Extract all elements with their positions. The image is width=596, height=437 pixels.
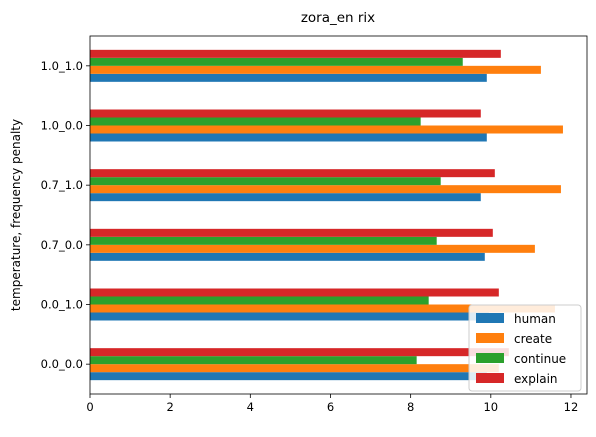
legend-swatch-create (476, 333, 504, 343)
bar-human-0.7_1.0 (90, 193, 481, 202)
y-tick-label: 1.0_1.0 (41, 59, 83, 73)
y-axis-label: temperature, frequency penalty (9, 119, 23, 311)
legend-label-continue: continue (514, 352, 566, 366)
bar-human-0.7_0.0 (90, 252, 485, 261)
legend-label-create: create (514, 332, 552, 346)
bar-continue-0.0_0.0 (90, 356, 417, 365)
bar-continue-1.0_1.0 (90, 57, 463, 66)
y-axis: 0.0_0.0 0.0_1.0 0.7_0.0 0.7_1.0 1.0_0.0 1.0_1… (41, 59, 90, 371)
legend-swatch-explain (476, 373, 504, 383)
bar-create-0.0_0.0 (90, 364, 499, 373)
plot-frame (89, 35, 588, 395)
bar-continue-1.0_0.0 (90, 117, 421, 126)
x-tick-label: 0 (86, 400, 93, 414)
y-tick-label: 0.7_0.0 (41, 238, 83, 252)
bar-human-1.0_1.0 (90, 73, 487, 82)
y-tick-label: 0.0_0.0 (41, 357, 83, 371)
bar-explain-0.0_0.0 (90, 348, 509, 357)
x-tick-label: 12 (564, 400, 579, 414)
bar-create-0.0_1.0 (90, 304, 555, 313)
bar-create-1.0_0.0 (90, 125, 563, 134)
y-tick-label: 0.7_1.0 (41, 178, 83, 192)
y-tick-label: 0.0_1.0 (41, 298, 83, 312)
bar-explain-0.7_1.0 (90, 169, 495, 178)
bar-continue-0.7_0.0 (90, 236, 437, 245)
bar-create-0.7_0.0 (90, 244, 535, 253)
legend-swatch-continue (476, 353, 504, 363)
bar-human-0.0_1.0 (90, 312, 489, 321)
legend-box (468, 304, 582, 392)
legend-label-human: human (514, 312, 556, 326)
bar-create-1.0_1.0 (90, 65, 541, 74)
bar-human-1.0_0.0 (90, 133, 487, 142)
bar-explain-1.0_1.0 (90, 49, 501, 58)
bar-create-0.7_1.0 (90, 185, 561, 194)
bar-continue-0.0_1.0 (90, 296, 429, 305)
legend-label-explain: explain (514, 372, 558, 386)
bars-layer (90, 49, 563, 381)
x-tick-label: 2 (166, 400, 173, 414)
x-tick-label: 4 (247, 400, 254, 414)
bar-explain-0.0_1.0 (90, 288, 499, 297)
x-tick-label: 8 (407, 400, 414, 414)
y-tick-label: 1.0_0.0 (41, 119, 83, 133)
legend: human create continue explain (468, 304, 582, 392)
bar-explain-0.7_0.0 (90, 228, 493, 237)
chart-title: zora_en rix (301, 10, 375, 26)
x-axis: 0 2 4 6 8 10 12 (86, 394, 578, 414)
bar-explain-1.0_0.0 (90, 109, 481, 118)
x-tick-label: 6 (327, 400, 334, 414)
bar-human-0.0_0.0 (90, 372, 487, 381)
bar-continue-0.7_1.0 (90, 177, 441, 186)
legend-swatch-human (476, 313, 504, 323)
x-tick-label: 10 (483, 400, 498, 414)
